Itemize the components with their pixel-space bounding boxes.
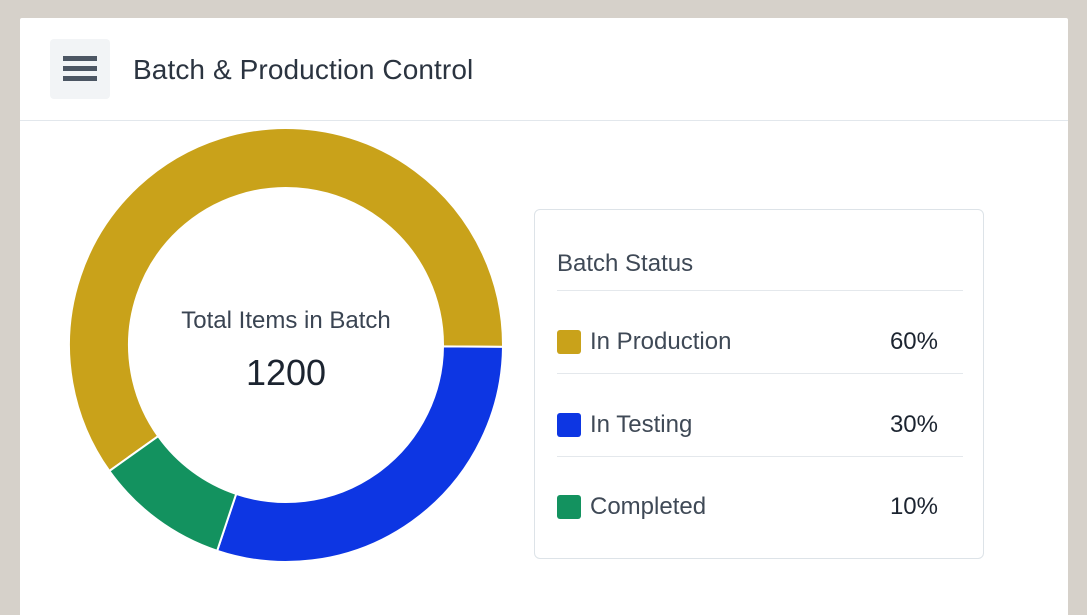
legend-item-completed: Completed 10% <box>557 477 963 537</box>
legend-title: Batch Status <box>557 250 694 277</box>
header-bar: Batch & Production Control <box>20 18 1068 121</box>
hamburger-menu-icon <box>63 56 97 81</box>
donut-slice-in-testing <box>215 345 504 563</box>
donut-slice-in-production <box>68 127 504 473</box>
center-value: 1200 <box>245 352 327 393</box>
donut-chart <box>68 127 504 563</box>
legend-divider <box>557 290 963 291</box>
legend-item-label: In Testing <box>590 411 693 438</box>
donut-slice-completed <box>107 434 238 553</box>
center-label: Total Items in Batch <box>181 307 391 334</box>
legend-item-value: 10% <box>889 493 938 520</box>
legend-panel: Batch Status In Production 60% In Testin… <box>534 209 984 559</box>
legend-swatch <box>557 495 581 519</box>
legend-divider <box>557 373 963 374</box>
page-title: Batch & Production Control <box>133 54 474 85</box>
legend-item-value: 60% <box>889 328 938 355</box>
legend-item-in-production: In Production 60% <box>557 312 963 372</box>
legend-item-value: 30% <box>889 411 938 438</box>
legend-item-label: Completed <box>590 493 707 520</box>
legend-swatch <box>557 330 581 354</box>
legend-item-in-testing: In Testing 30% <box>557 395 963 455</box>
menu-button[interactable] <box>50 39 110 99</box>
legend-swatch <box>557 413 581 437</box>
legend-divider <box>557 456 963 457</box>
legend-item-label: In Production <box>590 328 732 355</box>
